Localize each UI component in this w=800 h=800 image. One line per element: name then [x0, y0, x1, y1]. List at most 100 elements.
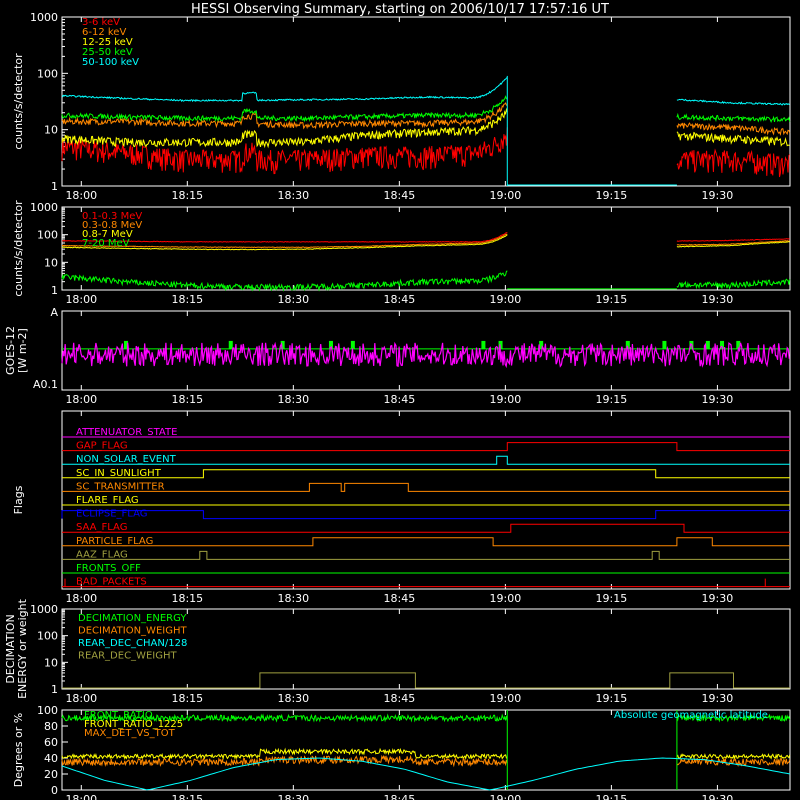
- y-tick-label: 1000: [30, 201, 58, 214]
- y-tick-label: A0.1: [33, 378, 58, 391]
- x-tick-label: 18:15: [171, 592, 203, 605]
- x-tick-label: 18:00: [65, 393, 97, 406]
- flags-frame: [61, 410, 791, 590]
- x-tick-label: 19:00: [490, 189, 522, 202]
- decimation-panel: 18:00 18:15 18:30 18:45 19:00 19:15 19:30 1 10 10…: [4, 598, 791, 705]
- x-tick-label: 18:15: [171, 189, 203, 202]
- x-tick-label: 19:15: [596, 592, 628, 605]
- series-spike: [705, 340, 710, 349]
- y-axis-label: counts/s/detector: [12, 53, 25, 150]
- y-axis-label: DECIMATION: [4, 614, 17, 683]
- flag-line: [62, 523, 790, 533]
- flag-label: GAP_FLAG: [76, 441, 128, 452]
- legend-entry: 0.3-0.8 MeV: [82, 220, 142, 231]
- legend-entry: FRONT_RATIO: [84, 710, 153, 721]
- series-line: [61, 77, 790, 106]
- high-energy-panel: 18:00 18:15 18:30 18:45 19:00 19:15 19:30 1 10 10…: [12, 200, 791, 306]
- series-line: [61, 234, 790, 251]
- series-spike: [228, 340, 233, 349]
- y-tick-label: 100: [37, 229, 58, 242]
- flag-label: ATTENUATOR_STATE: [76, 427, 177, 438]
- low-energy-frame: [61, 16, 791, 187]
- flag-label: SAA_FLAG: [76, 522, 127, 533]
- y-tick-label: 1: [51, 180, 58, 193]
- legend-entry: 3-6 keV: [82, 17, 120, 28]
- series-line: [61, 107, 790, 149]
- x-tick-label: 19:15: [596, 692, 628, 705]
- series-line: [62, 672, 790, 689]
- y-axis-label-2: [W m-2]: [16, 328, 29, 373]
- x-tick-label: 18:30: [277, 293, 309, 306]
- legend-entry: MAX_DET_VS_TOT: [84, 728, 176, 739]
- x-tick-label: 18:30: [277, 592, 309, 605]
- legend-entry: DECIMATION_ENERGY: [78, 613, 187, 624]
- x-tick-label: 19:00: [490, 592, 522, 605]
- legend-entry: 0.8-7 MeV: [82, 229, 133, 240]
- decimation-frame: [61, 608, 791, 690]
- series-spike: [625, 340, 630, 349]
- x-tick-label: 18:00: [65, 793, 97, 800]
- legend-entry: 12-25 keV: [82, 37, 133, 48]
- goes-panel: 18:00 18:15 18:30 18:45 19:00 19:15 19:30 A A0.1…: [4, 306, 791, 406]
- legend-entry: 50-100 keV: [82, 57, 139, 68]
- x-tick-label: 18:30: [277, 393, 309, 406]
- x-tick-label: 19:00: [490, 692, 522, 705]
- y-tick-label: 80: [44, 720, 58, 733]
- x-tick-label: 19:30: [702, 592, 734, 605]
- x-tick-label: 19:30: [702, 293, 734, 306]
- x-tick-label: 19:15: [596, 189, 628, 202]
- x-tick-label: 18:15: [171, 692, 203, 705]
- x-tick-label: 18:15: [171, 393, 203, 406]
- y-tick-label: A: [50, 306, 58, 319]
- series-line: [61, 747, 791, 761]
- series-spike: [662, 340, 667, 349]
- flags-panel: 18:00 18:15 18:30 18:45 19:00 19:15 19:30 Flags…: [12, 410, 791, 605]
- flag-label: FRONTS_OFF: [76, 563, 141, 574]
- flag-label: FLARE_FLAG: [76, 495, 139, 506]
- low-energy-panel: 18:00 18:15 18:30 18:45 19:00 19:15 19:30 1 10 10…: [12, 11, 791, 202]
- flag-label: SC_IN_SUNLIGHT: [76, 468, 162, 479]
- x-tick-label: 18:45: [384, 393, 416, 406]
- x-tick-label: 19:15: [596, 293, 628, 306]
- annotation: Absolute geomagnetic latitude: [614, 710, 768, 721]
- legend-entry: DECIMATION_WEIGHT: [78, 626, 187, 637]
- flag-label: NON_SOLAR_EVENT: [76, 454, 177, 465]
- x-tick-label: 18:30: [277, 189, 309, 202]
- flag-label: SC_TRANSMITTER: [76, 481, 165, 492]
- y-axis-label: Degrees or %: [12, 713, 25, 787]
- legend-entry: 7-20 MeV: [82, 238, 130, 249]
- x-tick-label: 18:15: [171, 293, 203, 306]
- flag-label: BAD_PACKETS: [76, 577, 147, 588]
- y-tick-label: 20: [44, 768, 58, 781]
- x-tick-label: 19:15: [596, 393, 628, 406]
- y-tick-label: 1: [51, 683, 58, 696]
- x-tick-label: 19:00: [490, 393, 522, 406]
- x-tick-label: 19:30: [702, 189, 734, 202]
- flag-label: PARTICLE_FLAG: [76, 536, 153, 547]
- y-tick-label: 10: [44, 124, 58, 137]
- series-line: [61, 713, 791, 723]
- series-spike: [328, 340, 333, 349]
- series-line: [61, 341, 790, 369]
- y-tick-label: 10: [44, 656, 58, 669]
- y-tick-label: 10: [44, 256, 58, 269]
- legend-entry: FRONT_RATIO_1225: [84, 719, 183, 730]
- y-axis-label: counts/s/detector: [12, 200, 25, 297]
- y-tick-label: 100: [37, 704, 58, 717]
- x-tick-label: 18:30: [277, 793, 309, 800]
- flag-line: [62, 469, 790, 479]
- series-line: [61, 270, 791, 292]
- series-spike: [498, 340, 503, 349]
- y-tick-label: 1: [51, 284, 58, 297]
- y-tick-label: 1000: [30, 603, 58, 616]
- series-spike: [350, 340, 355, 349]
- x-tick-label: 18:45: [384, 692, 416, 705]
- series-line: [61, 102, 791, 137]
- x-tick-label: 18:00: [65, 692, 97, 705]
- ratios-frame: [61, 709, 791, 791]
- x-tick-label: 18:00: [65, 592, 97, 605]
- x-tick-label: 19:30: [702, 393, 734, 406]
- series-spike: [280, 340, 285, 349]
- y-tick-label: 40: [44, 752, 58, 765]
